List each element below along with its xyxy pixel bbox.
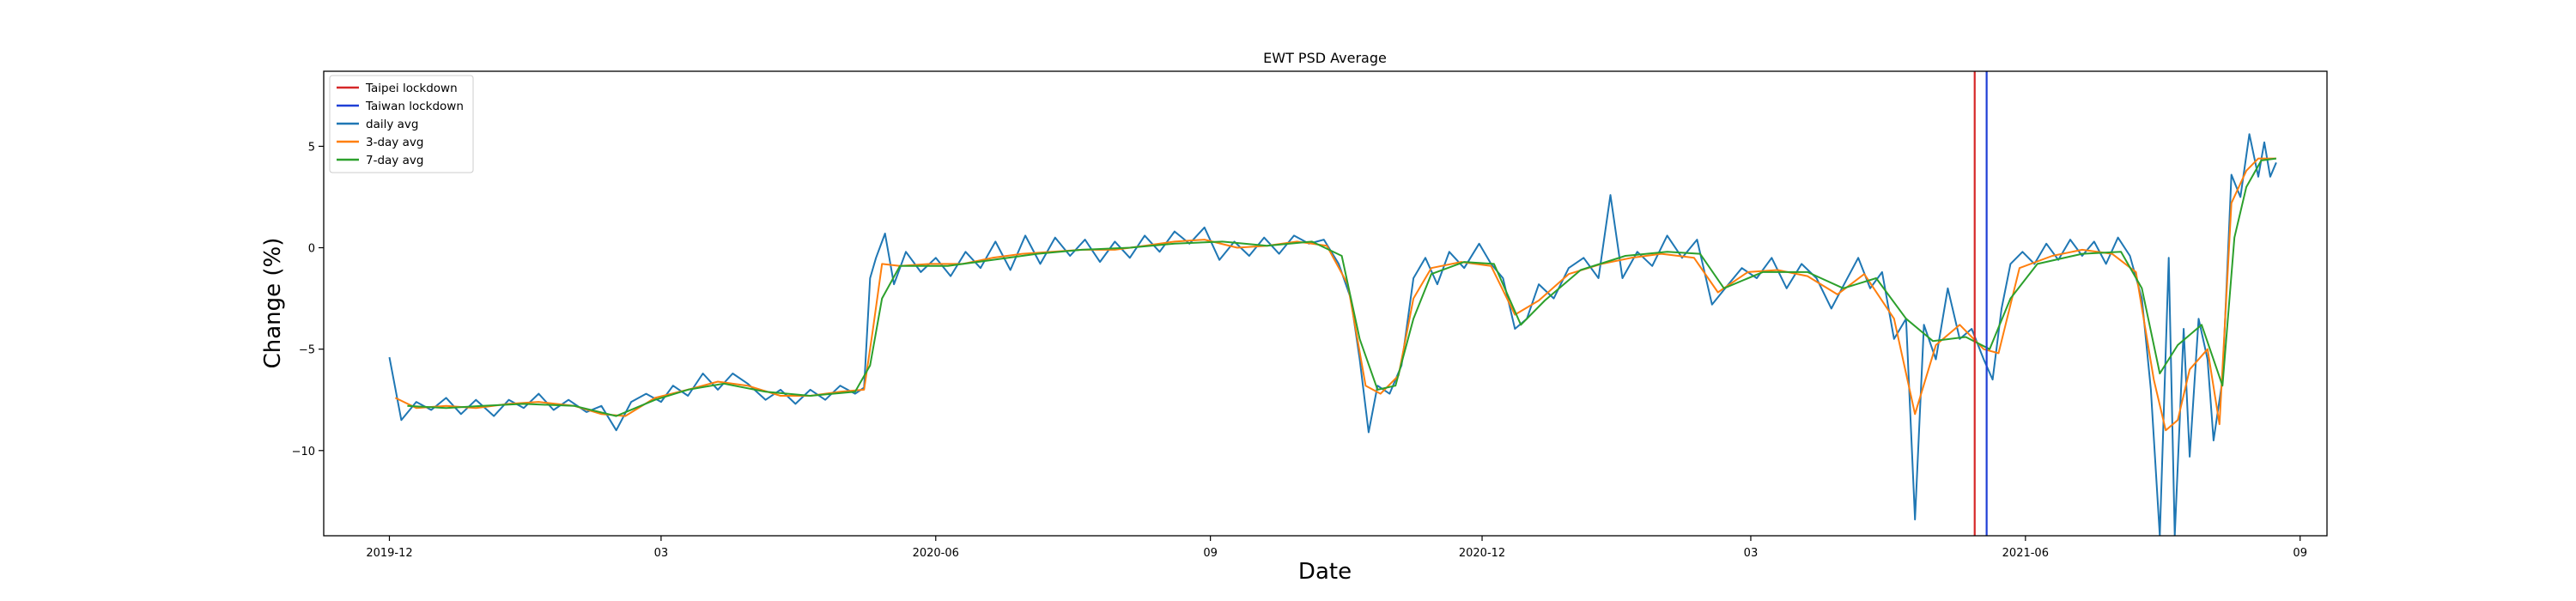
x-tick-label: 03 [1744, 547, 1759, 560]
legend-label: Taipei lockdown [365, 82, 458, 95]
legend-label: 3-day avg [366, 136, 423, 149]
axes-frame [323, 70, 2328, 537]
legend: Taipei lockdown Taiwan lockdown daily avg 3… [329, 75, 474, 173]
legend-label: daily avg [366, 118, 418, 131]
x-axis-label: Date [1298, 559, 1352, 585]
y-tick-label: 5 [308, 141, 315, 154]
series-line-7-day-avg [407, 157, 2277, 417]
legend-label: 7-day avg [366, 154, 423, 167]
plot-area [388, 71, 2277, 536]
y-tick-label: 0 [308, 243, 315, 256]
x-tick-label: 2021-06 [2002, 547, 2049, 560]
y-tick-label: −5 [299, 344, 315, 357]
x-tick-label: 09 [2293, 547, 2307, 560]
legend-label: Taiwan lockdown [365, 100, 464, 113]
x-axis: 2019-12 03 2020-06 09 2020-12 03 2021-06 09 [366, 536, 2307, 560]
chart-title: EWT PSD Average [1263, 50, 1387, 66]
y-axis-label: Change (%) [260, 238, 286, 369]
x-tick-label: 09 [1203, 547, 1218, 560]
y-tick-label: −10 [292, 446, 315, 458]
x-tick-label: 2019-12 [366, 547, 412, 560]
x-tick-label: 2020-12 [1459, 547, 1505, 560]
legend-box [329, 75, 474, 173]
x-tick-label: 03 [654, 547, 669, 560]
y-axis: 5 0 −5 −10 [292, 141, 324, 458]
x-tick-label: 2020-06 [913, 547, 959, 560]
series-line-daily-avg [388, 133, 2277, 536]
